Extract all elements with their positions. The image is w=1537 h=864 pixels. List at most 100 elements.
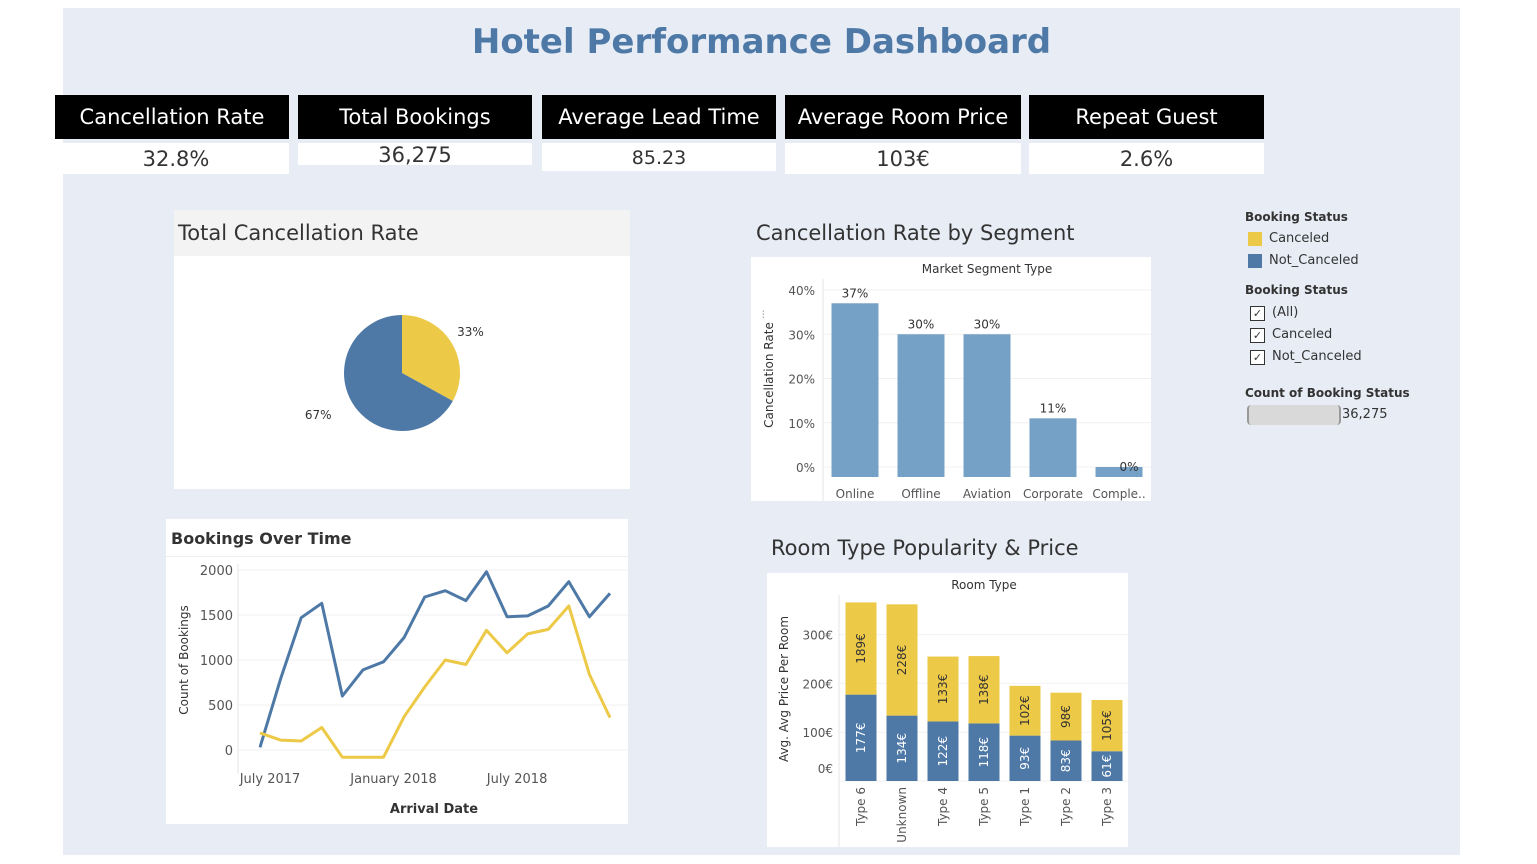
segment-ytick: 30% [788, 328, 815, 342]
kpi-average-room-price-label: Average Room Price [785, 95, 1021, 139]
room-bar-not-canceled [886, 715, 918, 781]
segment-bar-label: 37% [842, 286, 869, 300]
room-ytick: 0€ [818, 762, 833, 776]
kpi-average-lead-time-label: Average Lead Time [542, 95, 776, 139]
room-bar-label: 134€ [895, 733, 909, 764]
room-bar-label: 105€ [1100, 710, 1114, 741]
line-xtick: July 2018 [486, 772, 548, 787]
sort-icon: ⫶ [762, 310, 765, 321]
segment-bar [963, 334, 1011, 477]
room-stacked-bar-chart: Room Type 0€ 100€ 200€ 300€ Avg. Avg Price Pe… [777, 578, 1128, 847]
legend-canceled-swatch [1248, 232, 1262, 246]
room-bar-canceled [968, 656, 1000, 724]
room-bar-canceled [1009, 685, 1041, 736]
room-panel: Room Type 0€ 100€ 200€ 300€ Avg. Avg Price Pe… [767, 573, 1128, 847]
line-ytick: 500 [208, 699, 233, 714]
room-bar-label: 189€ [854, 633, 868, 664]
filter-canceled-label[interactable]: Canceled [1272, 327, 1333, 342]
room-bar-canceled [927, 656, 959, 722]
room-bar-not-canceled [927, 721, 959, 781]
segment-bar [831, 303, 879, 477]
segment-bar-label: 30% [974, 317, 1001, 331]
count-size-bar [1247, 405, 1341, 425]
segment-header: Market Segment Type [922, 262, 1052, 276]
room-bar-label: 138€ [977, 674, 991, 705]
room-ytick: 300€ [802, 629, 833, 643]
room-bar-not-canceled [845, 694, 877, 781]
kpi-total-bookings-label: Total Bookings [298, 95, 532, 139]
room-title: Room Type Popularity & Price [771, 536, 1079, 560]
kpi-cancellation-rate-value: 32.8% [63, 143, 289, 174]
room-xtick: Type 1 [1018, 787, 1032, 827]
room-bar-not-canceled [1091, 751, 1123, 781]
line-xtick: January 2018 [349, 772, 437, 787]
pie-panel: Total Cancellation Rate 33% 67% [174, 210, 630, 489]
segment-ytick: 40% [788, 284, 815, 298]
segment-bar [1095, 467, 1143, 477]
time-title-underline [166, 556, 628, 557]
room-bar-not-canceled [1009, 735, 1041, 781]
line-series-not-canceled [258, 570, 612, 748]
filter-all-checkbox[interactable]: ✓ [1250, 306, 1265, 321]
room-bar-canceled [886, 604, 918, 716]
line-xtick: July 2017 [239, 772, 301, 787]
legend-not-canceled-label: Not_Canceled [1269, 253, 1359, 268]
room-bar-label: 122€ [936, 736, 950, 767]
room-bar-label: 177€ [854, 723, 868, 754]
segment-xtick: Online [836, 487, 875, 501]
pie-label-not-canceled: 67% [305, 408, 332, 422]
line-xlabel: Arrival Date [390, 802, 478, 817]
segment-ytick: 20% [788, 373, 815, 387]
room-bar-not-canceled [968, 723, 1000, 781]
filter-not-canceled-checkbox[interactable]: ✓ [1250, 350, 1265, 365]
kpi-cancellation-rate-label: Cancellation Rate [55, 95, 289, 139]
filter-title: Booking Status [1245, 283, 1348, 297]
segment-panel: Market Segment Type 0% 10% 20% 30% 40% Cancell… [751, 257, 1151, 501]
segment-xtick: Comple.. [1092, 487, 1145, 501]
room-xtick: Type 2 [1059, 787, 1073, 827]
room-ylabel: Avg. Avg Price Per Room [777, 616, 791, 762]
segment-bar-label: 30% [908, 317, 935, 331]
room-bar-label: 228€ [895, 645, 909, 676]
room-bar-canceled [1091, 699, 1123, 752]
segment-xtick: Corporate [1023, 487, 1083, 501]
segment-bar-label: 11% [1040, 401, 1067, 415]
kpi-repeat-guest-label: Repeat Guest [1029, 95, 1264, 139]
room-bar-label: 133€ [936, 674, 950, 705]
pie-chart: 33% 67% [305, 315, 484, 431]
count-legend-title: Count of Booking Status [1245, 386, 1410, 400]
room-bar-canceled [1050, 692, 1082, 741]
pie-title-bar [174, 210, 630, 256]
line-ytick: 1000 [200, 654, 233, 669]
line-ytick: 2000 [200, 564, 233, 579]
room-bar-canceled [845, 602, 877, 695]
kpi-repeat-guest-value: 2.6% [1029, 143, 1264, 174]
pie-title: Total Cancellation Rate [178, 221, 419, 245]
line-ytick: 1500 [200, 609, 233, 624]
room-xtick: Type 4 [936, 787, 950, 827]
pie-label-canceled: 33% [457, 325, 484, 339]
pie-slice-not-canceled [344, 315, 453, 431]
time-title: Bookings Over Time [171, 529, 352, 548]
segment-title: Cancellation Rate by Segment [756, 221, 1075, 245]
legend-not-canceled-swatch [1248, 254, 1262, 268]
room-xtick: Type 6 [854, 787, 868, 827]
filter-canceled-checkbox[interactable]: ✓ [1250, 328, 1265, 343]
room-bar-not-canceled [1050, 740, 1082, 781]
color-legend-title: Booking Status [1245, 210, 1348, 224]
room-ytick: 200€ [802, 677, 833, 691]
room-bar-label: 61€ [1100, 755, 1114, 778]
kpi-average-room-price-value: 103€ [785, 143, 1021, 174]
filter-all-label[interactable]: (All) [1272, 305, 1299, 320]
room-bar-label: 118€ [977, 737, 991, 768]
room-bar-label: 83€ [1059, 749, 1073, 772]
bookings-line-chart: 0 500 1000 1500 2000 July 2017 January 2018 Jul… [177, 564, 628, 817]
dashboard-title: Hotel Performance Dashboard [471, 22, 1052, 62]
room-xtick: Type 5 [977, 787, 991, 827]
kpi-average-lead-time-value: 85.23 [542, 143, 776, 171]
pie-slice-canceled [402, 315, 461, 401]
filter-not-canceled-label[interactable]: Not_Canceled [1272, 349, 1362, 364]
segment-ytick: 0% [796, 461, 815, 475]
segment-bar [897, 334, 945, 477]
line-series-canceled [259, 604, 612, 759]
